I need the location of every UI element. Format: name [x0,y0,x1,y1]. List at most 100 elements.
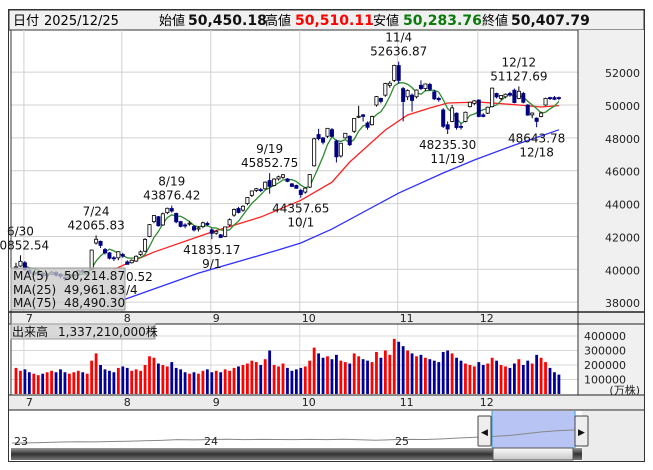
month-label: 12 [480,396,494,409]
volume-bar [557,374,561,394]
volume-bar [490,357,494,394]
candle [494,93,499,98]
candle [232,209,237,216]
candle [338,142,343,157]
volume-bar [406,350,409,394]
candle [423,83,428,89]
volume-bar [281,363,285,394]
candle [378,98,383,102]
candle [521,93,526,103]
candle [129,259,134,264]
candle [365,122,370,128]
volume-bar [370,362,374,394]
volume-bar [379,357,383,394]
volume-bar [139,370,142,394]
candle [543,97,548,106]
candle [552,97,557,100]
month-label: 11 [400,312,414,325]
volume-value: 1,337,210,000株 [58,324,158,339]
candle [89,249,94,270]
month-label: 7 [26,312,33,325]
candle [143,238,148,252]
ma25-value: 49,961.83 [64,283,125,297]
candle [258,189,263,192]
annotation-value: 45852.75 [241,156,298,170]
candle [103,249,108,254]
candle [334,140,339,158]
candle [436,98,441,101]
navigator-year-label: 24 [204,435,218,448]
candle [120,254,125,257]
ma75-label: MA(75) [13,296,56,310]
candle [165,207,170,214]
price-tick-label: 50000 [605,100,640,113]
volume-bar [268,350,272,394]
price-tick-label: 48000 [605,133,640,146]
volume-bar [201,370,205,394]
volume-bar [419,354,423,394]
scrollbar-thumb[interactable] [492,447,574,461]
candle [280,174,285,178]
volume-bar [263,359,267,394]
date-axis-volume [9,395,644,410]
volume-bar [45,372,49,394]
volume-bar [277,366,280,394]
candle [463,111,468,122]
high-value: 50,510.11 [295,13,374,29]
candle [427,84,432,90]
volume-bar [27,372,31,394]
candle [321,137,326,143]
month-label: 8 [124,312,131,325]
volume-bar [50,370,53,394]
month-label: 10 [302,396,316,409]
annotation-value: 48235.30 [419,138,476,152]
candle [432,91,437,100]
candle [94,238,99,244]
candle [249,190,254,196]
candle [325,127,330,137]
price-axis-panel [578,30,644,312]
volume-bar [428,359,432,394]
candle [209,229,214,234]
ma-legend: MA(5) 50,214.87 MA(25) 49,961.83 MA(75) … [10,267,126,311]
candle [414,89,419,98]
candle [116,251,121,259]
ma5-line [24,82,560,277]
navigator-right-handle[interactable] [574,415,589,447]
volume-bar [54,372,58,394]
range-navigator[interactable]: 23 24 25 ◀ ▶ [11,411,644,461]
volume-bar [32,373,36,394]
candle [467,101,472,108]
volume-bar [317,353,320,394]
volume-bar [254,362,258,394]
volume-bar [68,373,71,394]
volume-bar [544,362,547,394]
annotation-value: 51127.69 [490,69,547,83]
candle [196,227,201,230]
volume-bar [134,369,138,394]
volume-bar [535,354,539,394]
volume-bar [183,372,187,394]
volume-bar [303,366,307,394]
candle [285,178,290,182]
volume-bar [504,366,507,394]
volume-bar [90,360,94,394]
volume-bar [59,369,62,394]
close-value: 50,407.79 [511,13,590,29]
candle [401,88,406,102]
volume-bar [41,373,45,394]
navigator-left-handle[interactable] [477,415,492,447]
volume-bar [63,372,67,394]
candle [147,224,152,237]
navigator-scrollbar[interactable] [11,447,582,461]
low-value: 50,283.76 [403,13,482,29]
price-tick-label: 52000 [605,67,640,80]
volume-legend: 出来高 1,337,210,000株 [10,323,158,340]
navigator-year-label: 25 [395,435,409,448]
volume-bar [103,369,107,394]
volume-bar [348,363,352,394]
volume-bar [397,341,401,394]
ma75-value: 48,490.30 [64,296,125,310]
volume-bar [19,370,22,394]
volume-bar [361,359,365,394]
